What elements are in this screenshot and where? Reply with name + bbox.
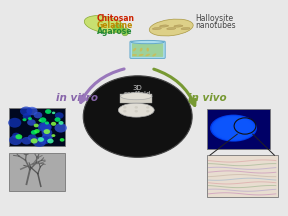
- Ellipse shape: [210, 115, 257, 142]
- Circle shape: [45, 121, 49, 125]
- Text: Chitosan: Chitosan: [97, 14, 135, 24]
- Circle shape: [39, 117, 46, 123]
- Circle shape: [39, 119, 41, 122]
- Circle shape: [42, 133, 53, 141]
- Ellipse shape: [181, 27, 190, 30]
- FancyBboxPatch shape: [130, 41, 165, 58]
- Ellipse shape: [167, 27, 176, 30]
- Circle shape: [41, 129, 52, 137]
- Ellipse shape: [84, 16, 124, 33]
- Text: Halloysite: Halloysite: [196, 14, 234, 24]
- Circle shape: [60, 138, 65, 142]
- FancyBboxPatch shape: [132, 43, 163, 57]
- Circle shape: [52, 134, 55, 137]
- Circle shape: [34, 129, 40, 133]
- Circle shape: [8, 118, 21, 128]
- Circle shape: [20, 106, 32, 116]
- Circle shape: [33, 137, 46, 147]
- Circle shape: [16, 134, 22, 139]
- Circle shape: [12, 133, 20, 138]
- Circle shape: [31, 138, 38, 143]
- Ellipse shape: [120, 93, 152, 100]
- Ellipse shape: [152, 54, 156, 57]
- Ellipse shape: [221, 121, 246, 135]
- Circle shape: [123, 106, 126, 109]
- Ellipse shape: [149, 19, 193, 36]
- Ellipse shape: [212, 116, 255, 141]
- Ellipse shape: [146, 48, 149, 52]
- Circle shape: [23, 113, 31, 119]
- Text: scaffold: scaffold: [124, 91, 151, 97]
- Circle shape: [34, 124, 39, 127]
- Ellipse shape: [174, 25, 183, 27]
- Circle shape: [22, 118, 26, 121]
- Circle shape: [52, 112, 55, 114]
- Circle shape: [22, 137, 32, 145]
- Circle shape: [45, 109, 51, 114]
- Circle shape: [43, 129, 50, 134]
- Circle shape: [40, 123, 52, 132]
- Circle shape: [47, 139, 54, 143]
- Text: in vivo: in vivo: [188, 93, 226, 103]
- Ellipse shape: [216, 118, 251, 138]
- Ellipse shape: [218, 119, 249, 137]
- Ellipse shape: [145, 54, 150, 56]
- Ellipse shape: [113, 25, 124, 32]
- Ellipse shape: [122, 28, 129, 36]
- Text: nanotubes: nanotubes: [196, 21, 236, 30]
- Circle shape: [28, 134, 37, 141]
- Circle shape: [26, 107, 38, 115]
- Ellipse shape: [118, 103, 154, 117]
- Circle shape: [54, 117, 60, 122]
- Circle shape: [134, 106, 138, 109]
- Circle shape: [28, 117, 32, 120]
- FancyBboxPatch shape: [9, 153, 65, 191]
- Circle shape: [55, 112, 64, 119]
- Ellipse shape: [160, 25, 169, 27]
- Circle shape: [51, 122, 56, 126]
- Text: Agarose: Agarose: [97, 27, 132, 36]
- Ellipse shape: [213, 117, 254, 140]
- Ellipse shape: [140, 48, 143, 51]
- Ellipse shape: [132, 54, 137, 56]
- Circle shape: [123, 110, 126, 113]
- Circle shape: [33, 112, 42, 118]
- FancyBboxPatch shape: [120, 94, 152, 103]
- FancyBboxPatch shape: [207, 155, 278, 197]
- Circle shape: [83, 76, 192, 157]
- Text: 3D: 3D: [133, 85, 143, 91]
- Text: Gelatine: Gelatine: [97, 21, 133, 30]
- Ellipse shape: [133, 48, 136, 51]
- Circle shape: [146, 106, 149, 109]
- Circle shape: [31, 130, 37, 135]
- FancyBboxPatch shape: [9, 108, 65, 146]
- Ellipse shape: [152, 27, 162, 30]
- FancyBboxPatch shape: [207, 109, 270, 149]
- Ellipse shape: [228, 125, 239, 131]
- Text: in vitro: in vitro: [56, 93, 98, 103]
- Circle shape: [39, 136, 50, 145]
- Ellipse shape: [139, 54, 144, 56]
- Circle shape: [134, 110, 138, 113]
- Circle shape: [58, 121, 64, 125]
- Ellipse shape: [131, 40, 164, 44]
- Circle shape: [54, 123, 67, 133]
- Ellipse shape: [225, 123, 242, 133]
- Circle shape: [146, 110, 149, 113]
- Circle shape: [38, 137, 44, 142]
- Circle shape: [38, 122, 51, 132]
- Circle shape: [9, 135, 22, 145]
- Circle shape: [27, 119, 36, 126]
